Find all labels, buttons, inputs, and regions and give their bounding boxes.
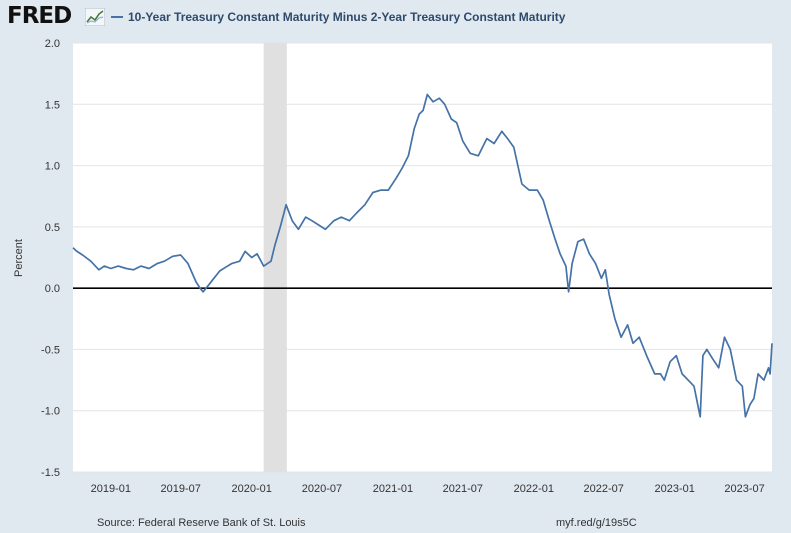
line-graph-icon	[85, 8, 105, 26]
x-tick-label: 2020-07	[302, 483, 342, 495]
x-tick-label: 2023-01	[655, 483, 695, 495]
x-axis-ticks: 2019-01 2019-07 2020-01 2020-07 2021-01 2021-…	[91, 483, 765, 495]
x-tick-label: 2019-07	[160, 483, 200, 495]
x-tick-label: 2022-01	[514, 483, 554, 495]
x-tick-label: 2023-07	[724, 483, 764, 495]
plot-background	[73, 43, 772, 472]
y-tick-label: 0.5	[45, 222, 60, 234]
fred-logo: FRED	[7, 3, 72, 29]
recession-band	[263, 43, 287, 472]
recession-bands	[263, 43, 287, 472]
series-line	[72, 93, 773, 418]
y-tick-label: 2.0	[45, 38, 60, 50]
chart-area: 2.01.51.00.50.0-0.5-1.0-1.5 2019-01 2019-…	[13, 38, 773, 495]
y-tick-label: -1.5	[41, 467, 60, 479]
y-axis-label: Percent	[13, 239, 25, 277]
y-tick-label: -1.0	[41, 406, 60, 418]
x-tick-label: 2022-07	[584, 483, 624, 495]
y-tick-label: 0.0	[45, 283, 60, 295]
source-note: Source: Federal Reserve Bank of St. Loui…	[97, 517, 306, 529]
y-tick-label: 1.5	[45, 99, 60, 111]
short-url: myf.red/g/19s5C	[556, 517, 637, 529]
legend-swatch	[111, 16, 123, 18]
legend-label: 10-Year Treasury Constant Maturity Minus…	[128, 10, 566, 24]
x-tick-label: 2019-01	[91, 483, 131, 495]
y-tick-label: -0.5	[41, 344, 60, 356]
y-axis-ticks: 2.0 1.5 1.0 0.5 0.0 -0.5 -1.0 -1.5	[41, 38, 60, 479]
chart-legend: 10-Year Treasury Constant Maturity Minus…	[111, 10, 565, 24]
y-tick-label: 1.0	[45, 161, 60, 173]
x-tick-label: 2021-01	[373, 483, 413, 495]
x-tick-label: 2020-01	[232, 483, 272, 495]
chart-header: FRED 10-Year Treasury Constant Maturity …	[0, 0, 791, 36]
x-tick-label: 2021-07	[443, 483, 483, 495]
